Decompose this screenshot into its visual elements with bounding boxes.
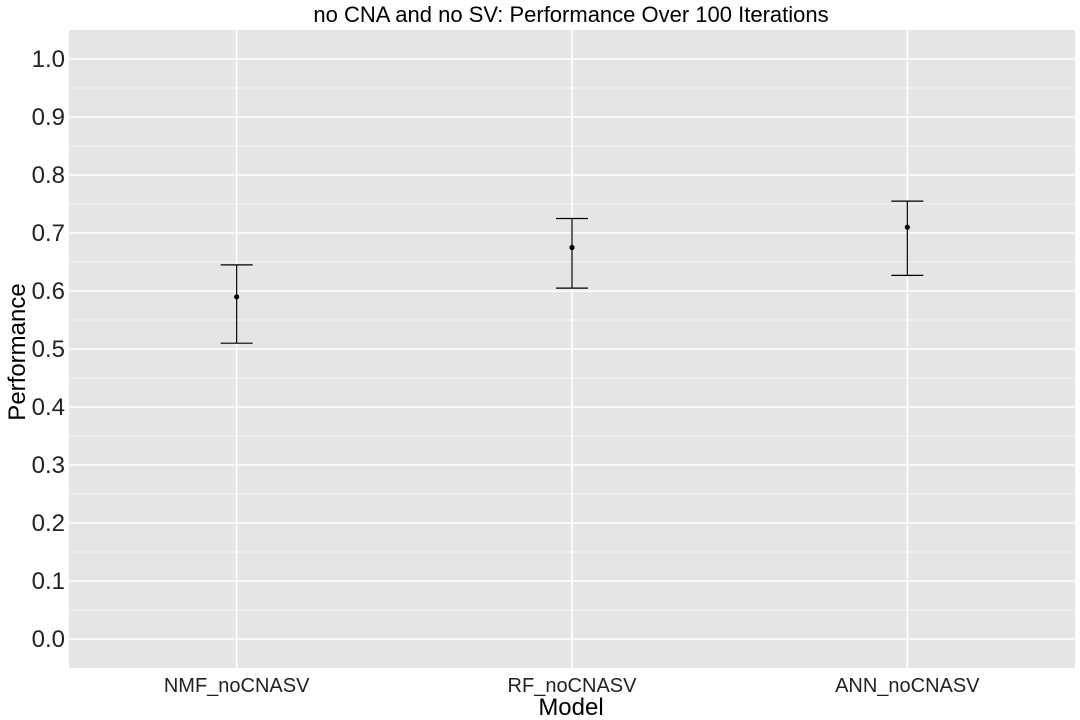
- x-tick-label: NMF_noCNASV: [164, 675, 310, 697]
- y-tick-label: 0.2: [32, 510, 65, 537]
- y-tick-label: 0.6: [32, 278, 65, 305]
- y-tick-label: 0.8: [32, 162, 65, 189]
- y-tick-label: 1.0: [32, 46, 65, 73]
- tick-labels: 0.0 0.1 0.2 0.3 0.4 0.5 0.6 0.7 0.8 0.9 1.0 NMF_noC…: [32, 46, 981, 697]
- mean-point: [234, 294, 240, 300]
- chart-title: no CNA and no SV: Performance Over 100 I…: [313, 2, 828, 27]
- x-axis-label: Model: [538, 694, 603, 720]
- x-tick-label: ANN_noCNASV: [835, 675, 980, 697]
- x-tick-label: RF_noCNASV: [508, 675, 638, 697]
- y-tick-label: 0.9: [32, 104, 65, 131]
- mean-point: [904, 224, 910, 230]
- y-tick-label: 0.0: [32, 626, 65, 653]
- mean-point: [569, 244, 575, 251]
- y-tick-label: 0.4: [32, 394, 65, 421]
- data-marks: [220, 200, 924, 344]
- y-tick-label: 0.1: [32, 568, 65, 595]
- y-tick-label: 0.7: [32, 220, 65, 247]
- y-tick-label: 0.5: [32, 336, 65, 363]
- y-tick-label: 0.3: [32, 452, 65, 479]
- y-axis-label: Performance: [4, 283, 31, 420]
- grid-lines: [69, 30, 1075, 668]
